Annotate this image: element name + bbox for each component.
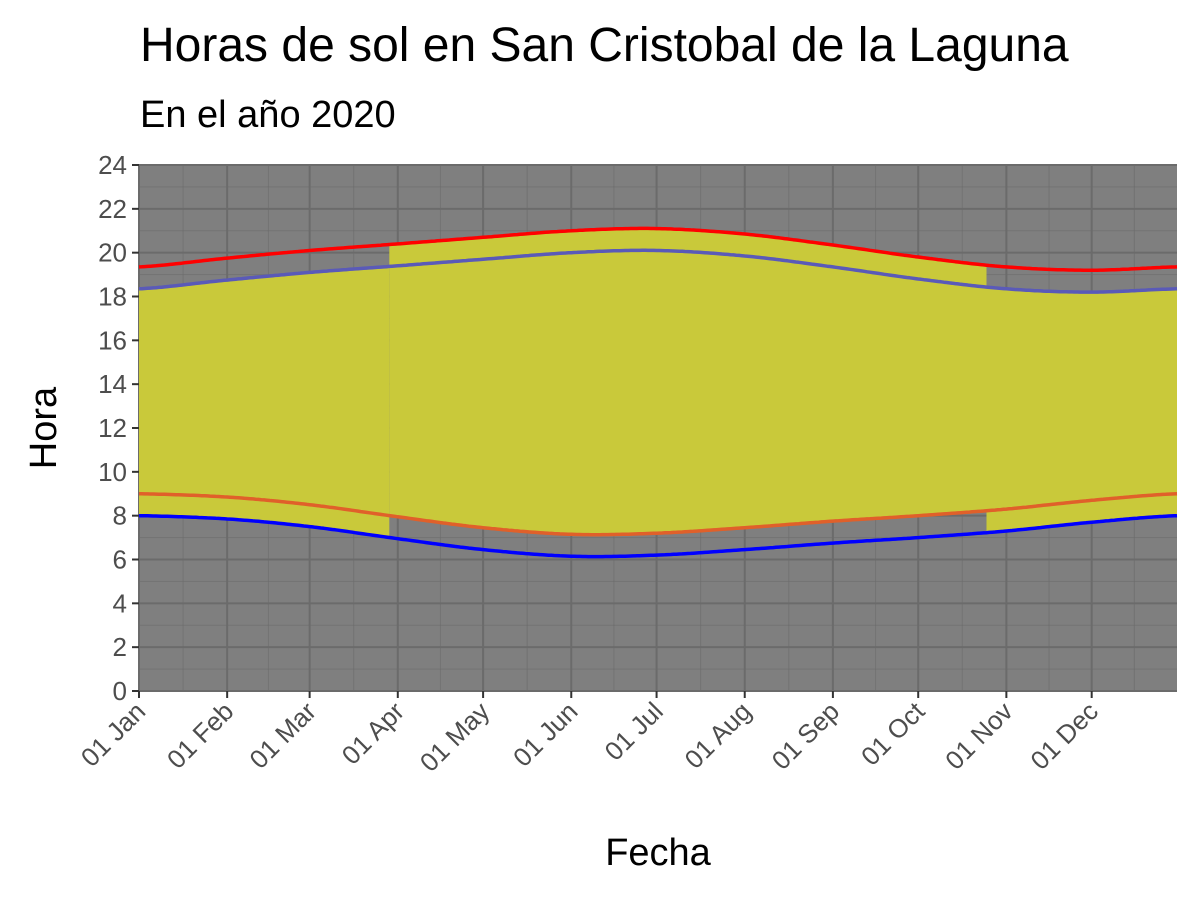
chart-title: Horas de sol en San Cristobal de la Lagu…: [140, 19, 1069, 72]
chart-subtitle: En el año 2020: [140, 94, 396, 136]
y-tick-label: 4: [113, 588, 127, 618]
x-tick-label: 01 Apr: [336, 696, 411, 771]
y-tick-label: 14: [98, 369, 127, 399]
y-tick-label: 8: [113, 501, 127, 531]
x-axis-title: Fecha: [605, 832, 711, 874]
daylight-fill-summer: [389, 228, 987, 535]
daylight-fills: [139, 228, 1177, 538]
x-tick-label: 01 Jun: [507, 696, 583, 772]
x-tick-label: 01 May: [414, 696, 496, 778]
x-tick-label: 01 Jul: [599, 696, 669, 766]
sunrise-utc-line: [139, 513, 1178, 559]
y-tick-label: 6: [113, 545, 127, 575]
y-tick-label: 20: [98, 238, 127, 268]
y-tick-label: 10: [98, 457, 127, 487]
y-tick-label: 24: [98, 150, 127, 180]
daylight-fill-winter: [139, 266, 390, 538]
y-tick-label: 18: [98, 282, 127, 312]
x-tick-label: 01 Aug: [679, 696, 757, 774]
x-tick-label: 01 Dec: [1024, 696, 1103, 775]
x-axis: 01 Jan 01 Feb 01 Mar 01 Apr 01 May 01 Jun 01 J…: [75, 691, 1104, 778]
series-lines: [138, 226, 1178, 559]
sunset-utc-line: [138, 226, 1178, 272]
y-tick-label: 0: [113, 676, 127, 706]
x-tick-label: 01 Feb: [161, 696, 239, 774]
sunrise-local-line: [139, 492, 1178, 537]
y-tick-label: 12: [98, 413, 127, 443]
daylight-fill-autumn: [986, 287, 1177, 533]
y-tick-label: 2: [113, 632, 127, 662]
sunset-local-line: [138, 248, 1178, 294]
y-axis-title: Hora: [23, 386, 65, 469]
y-tick-label: 16: [98, 325, 127, 355]
x-tick-label: 01 Nov: [939, 696, 1018, 775]
x-tick-label: 01 Jan: [75, 696, 151, 772]
x-tick-label: 01 Mar: [243, 696, 322, 775]
x-tick-label: 01 Sep: [766, 696, 845, 775]
x-tick-label: 01 Oct: [855, 695, 931, 771]
y-tick-label: 22: [98, 194, 127, 224]
